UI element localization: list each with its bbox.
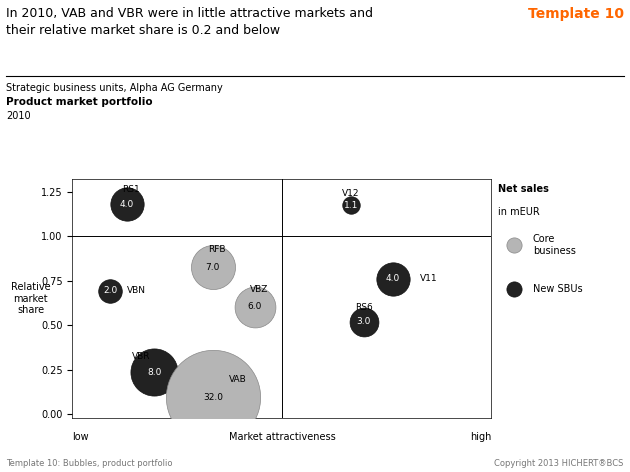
- Point: [388, 275, 398, 283]
- Text: 7.0: 7.0: [205, 263, 220, 272]
- Point: [105, 287, 115, 295]
- Text: 32.0: 32.0: [203, 393, 223, 402]
- Point: [208, 264, 218, 271]
- Point: [122, 201, 132, 208]
- Text: Relative
market
share: Relative market share: [11, 282, 50, 315]
- Text: in mEUR: in mEUR: [498, 207, 539, 217]
- Text: VBR: VBR: [132, 352, 151, 361]
- Text: V12: V12: [342, 189, 360, 198]
- Text: 8.0: 8.0: [147, 368, 161, 377]
- Text: V11: V11: [420, 275, 438, 284]
- Text: VBN: VBN: [127, 286, 146, 295]
- Point: [149, 369, 159, 376]
- Text: Core
business: Core business: [533, 235, 576, 256]
- Text: 2.0: 2.0: [103, 286, 117, 295]
- Text: VAB: VAB: [229, 375, 247, 384]
- Text: Template 10: Template 10: [528, 7, 624, 21]
- Text: 4.0: 4.0: [386, 275, 400, 284]
- Text: RFB: RFB: [209, 245, 226, 254]
- Text: Net sales: Net sales: [498, 184, 549, 194]
- Text: Template 10: Bubbles, product portfolio: Template 10: Bubbles, product portfolio: [6, 459, 173, 468]
- Point: [249, 303, 260, 310]
- Text: 4.0: 4.0: [120, 200, 134, 209]
- Point: [358, 318, 369, 325]
- Text: RS6: RS6: [355, 303, 372, 312]
- Text: RS1: RS1: [122, 185, 140, 194]
- Text: 1.1: 1.1: [344, 201, 358, 210]
- Text: Market attractiveness: Market attractiveness: [229, 432, 335, 442]
- Text: 2010: 2010: [6, 111, 31, 121]
- Point: [509, 242, 519, 249]
- Text: In 2010, VAB and VBR were in little attractive markets and
their relative market: In 2010, VAB and VBR were in little attr…: [6, 7, 374, 37]
- Text: 3.0: 3.0: [357, 317, 371, 326]
- Point: [509, 285, 519, 292]
- Text: New SBUs: New SBUs: [533, 284, 583, 294]
- Text: high: high: [470, 432, 491, 442]
- Point: [346, 202, 356, 209]
- Point: [208, 394, 218, 401]
- Text: Copyright 2013 HICHERT®BCS: Copyright 2013 HICHERT®BCS: [495, 459, 624, 468]
- Text: VBZ: VBZ: [249, 286, 268, 295]
- Text: Strategic business units, Alpha AG Germany: Strategic business units, Alpha AG Germa…: [6, 83, 223, 93]
- Text: Product market portfolio: Product market portfolio: [6, 97, 153, 107]
- Text: 6.0: 6.0: [248, 302, 262, 311]
- Text: low: low: [72, 432, 89, 442]
